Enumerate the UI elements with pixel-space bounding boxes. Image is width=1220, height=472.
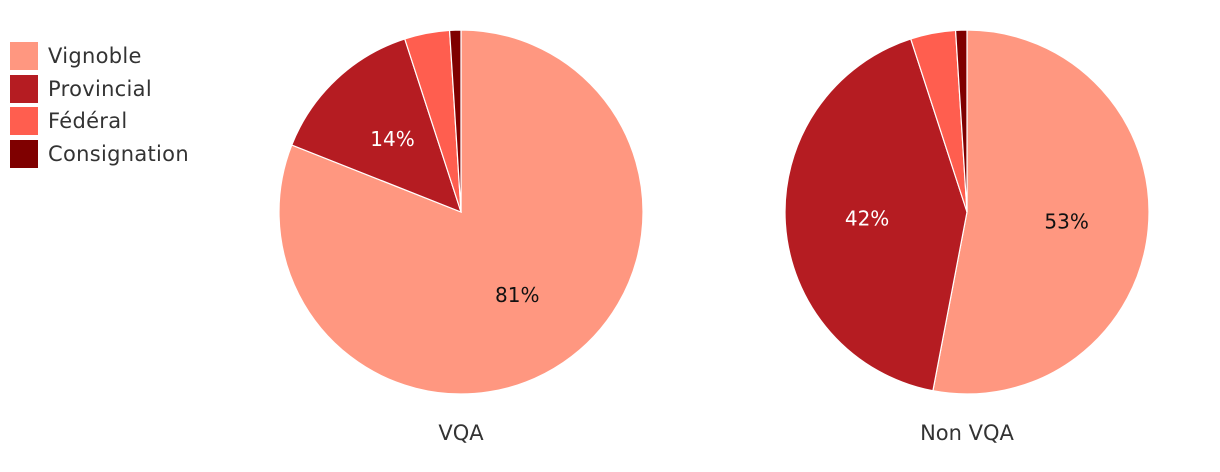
legend-swatch	[10, 107, 38, 136]
pie-slice-provincial	[784, 38, 968, 392]
slice-data-label: 14%	[370, 127, 414, 151]
legend-label: Fédéral	[48, 109, 128, 134]
pie-slice-consignation	[448, 29, 462, 213]
legend-item-vignoble: Vignoble	[10, 40, 189, 73]
slice-data-label: 81%	[495, 283, 539, 307]
legend-item-federal: Fédéral	[10, 105, 189, 138]
slice-data-label: 42%	[845, 206, 889, 230]
legend-item-provincial: Provincial	[10, 73, 189, 106]
legend-label: Consignation	[48, 141, 189, 166]
legend-swatch	[10, 74, 38, 103]
slice-data-label: 53%	[1044, 209, 1088, 233]
legend-item-consignation: Consignation	[10, 138, 189, 171]
legend-label: Vignoble	[48, 44, 142, 69]
legend-swatch	[10, 42, 38, 71]
pie-chart-name: VQA	[438, 421, 484, 445]
pie-chart-name: Non VQA	[920, 421, 1014, 445]
legend-swatch	[10, 139, 38, 168]
pie-chart-1: 81% 14% VQA	[278, 29, 644, 445]
pie-slice-vignoble	[932, 29, 1150, 395]
legend: Vignoble Provincial Fédéral Consignation	[10, 40, 189, 170]
pie-slice-consignation	[954, 29, 968, 213]
legend-label: Provincial	[48, 76, 152, 101]
pie-chart-2: 53% 42% Non VQA	[784, 29, 1150, 445]
pie-slice-vignoble	[278, 29, 644, 395]
